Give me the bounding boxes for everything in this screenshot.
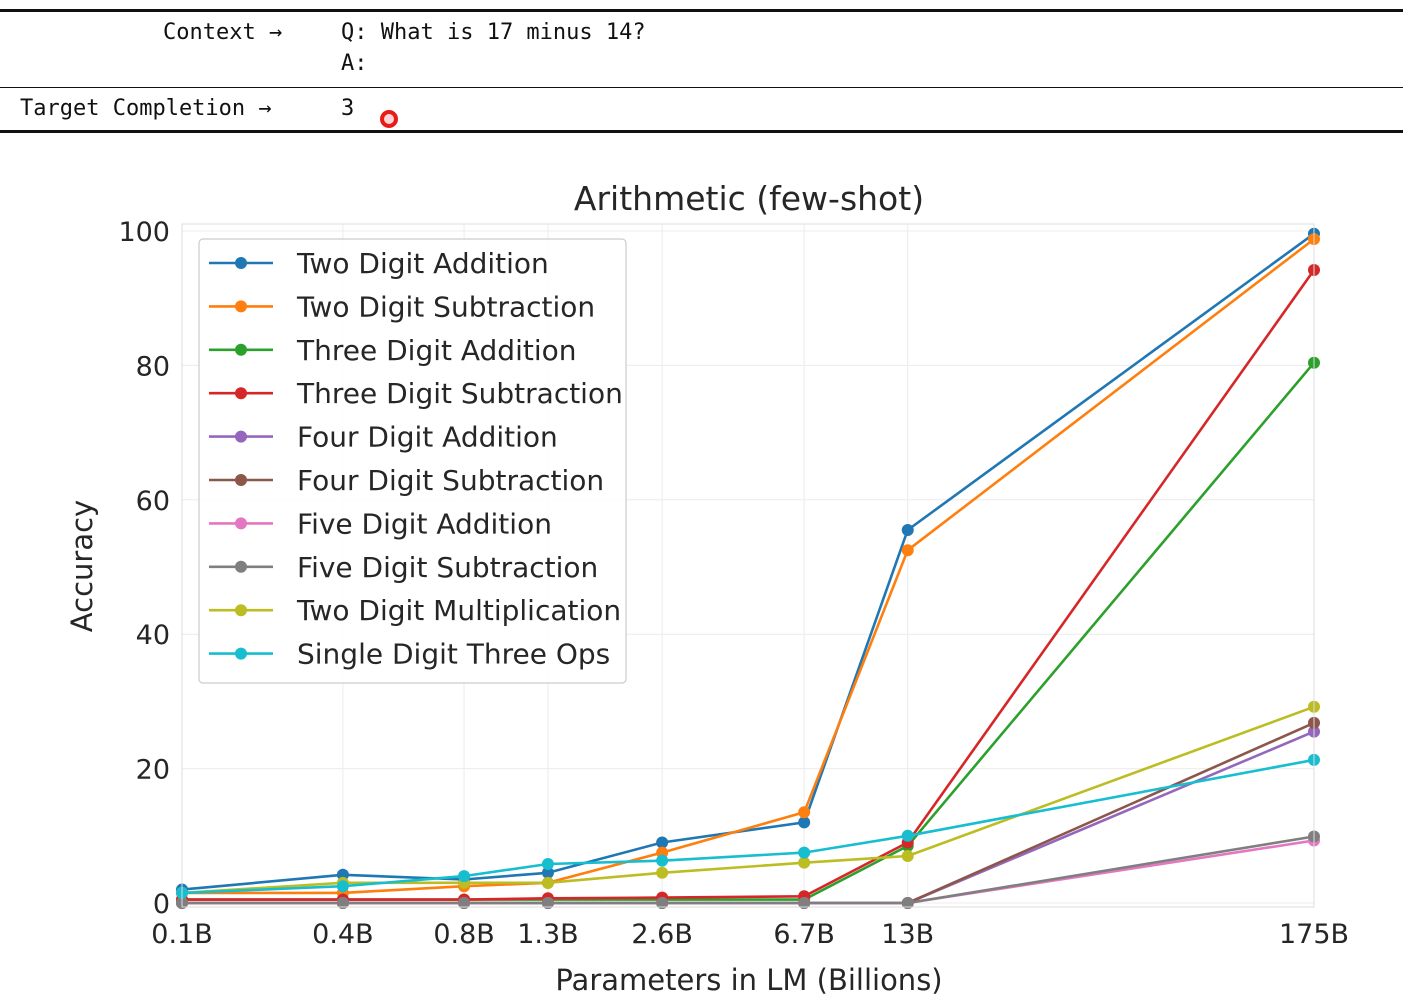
chart-series-lines bbox=[181, 232, 1316, 905]
series-line bbox=[181, 758, 1315, 895]
legend-swatch-marker bbox=[235, 430, 247, 443]
data-point bbox=[798, 856, 811, 869]
x-tick-label: 0.4B bbox=[312, 919, 373, 950]
series-line bbox=[181, 705, 1315, 895]
data-point bbox=[901, 829, 914, 842]
context-answer-prompt: A: bbox=[341, 51, 368, 76]
x-tick-label: 6.7B bbox=[773, 919, 834, 950]
series-line bbox=[182, 835, 1315, 905]
arithmetic-chart: 0 20 40 60 80 100 0.1B 0.4B 0.8B 1.3B 2.6B 6.7B 13B… bbox=[65, 179, 1349, 997]
legend-entry-label: Three Digit Addition bbox=[296, 334, 577, 367]
cursor-marker-icon bbox=[380, 110, 398, 128]
y-tick-label: 0 bbox=[153, 889, 170, 920]
data-point bbox=[458, 897, 471, 909]
data-point bbox=[901, 849, 914, 862]
legend-entry-label: Five Digit Subtraction bbox=[297, 551, 598, 584]
x-tick-label: 0.1B bbox=[151, 919, 212, 950]
data-point bbox=[458, 870, 471, 883]
legend-swatch-marker bbox=[235, 560, 247, 573]
y-tick-label: 100 bbox=[118, 217, 170, 248]
data-point bbox=[656, 854, 669, 867]
y-tick-label: 20 bbox=[136, 755, 170, 786]
chart-x-ticks: 0.1B 0.4B 0.8B 1.3B 2.6B 6.7B 13B 175B bbox=[151, 919, 1349, 950]
legend-swatch-marker bbox=[235, 517, 247, 530]
x-tick-label: 175B bbox=[1279, 919, 1349, 950]
data-point bbox=[798, 806, 811, 819]
series-line bbox=[181, 232, 1315, 891]
y-axis-label: Accuracy bbox=[65, 500, 99, 632]
chart-series-points bbox=[176, 227, 1320, 909]
plot-frame bbox=[181, 223, 1315, 908]
legend-swatch-marker bbox=[235, 257, 247, 269]
target-completion-value: 3 bbox=[341, 96, 355, 121]
y-tick-label: 80 bbox=[136, 351, 170, 382]
legend-entry-label: Five Digit Addition bbox=[297, 507, 552, 540]
data-point bbox=[901, 544, 914, 557]
legend-entry-label: Two Digit Subtraction bbox=[296, 290, 595, 323]
chart-legend: Two Digit Addition Two Digit Subtraction T… bbox=[198, 238, 627, 684]
legend-swatch-marker bbox=[235, 474, 247, 486]
table-top-rule bbox=[0, 9, 1403, 12]
x-tick-label: 1.3B bbox=[517, 919, 578, 950]
data-point bbox=[798, 897, 811, 909]
data-point bbox=[336, 880, 349, 893]
data-point bbox=[901, 897, 914, 909]
x-axis-label: Parameters in LM (Billions) bbox=[555, 963, 942, 997]
legend-entry-label: Two Digit Multiplication bbox=[296, 594, 621, 627]
series-line bbox=[182, 238, 1315, 895]
context-question: Q: What is 17 minus 14? bbox=[341, 20, 646, 45]
chart-title: Arithmetic (few-shot) bbox=[574, 179, 924, 218]
context-label: Context → bbox=[163, 20, 283, 45]
legend-entry-label: Four Digit Addition bbox=[297, 421, 558, 454]
series-line bbox=[182, 730, 1315, 905]
legend-swatch-marker bbox=[235, 647, 247, 660]
legend-entry-label: Four Digit Subtraction bbox=[297, 464, 604, 497]
data-point bbox=[656, 836, 669, 849]
data-point bbox=[656, 897, 669, 909]
x-tick-label: 2.6B bbox=[631, 919, 692, 950]
data-point bbox=[798, 846, 811, 859]
data-point bbox=[798, 816, 811, 829]
y-tick-label: 60 bbox=[136, 486, 170, 517]
data-point bbox=[541, 858, 554, 871]
table-bottom-rule bbox=[0, 130, 1403, 133]
legend-entry-label: Single Digit Three Ops bbox=[297, 638, 610, 671]
series-line bbox=[182, 269, 1316, 901]
legend-swatch-marker bbox=[235, 604, 247, 617]
data-point bbox=[901, 524, 914, 537]
legend-entry-label: Three Digit Subtraction bbox=[296, 377, 623, 410]
legend-box bbox=[198, 238, 627, 684]
data-point bbox=[541, 866, 554, 879]
y-tick-label: 40 bbox=[136, 620, 170, 651]
legend-swatch-marker bbox=[235, 387, 247, 400]
data-point bbox=[541, 897, 554, 909]
table-middle-rule bbox=[0, 87, 1403, 88]
chart-y-ticks: 0 20 40 60 80 100 bbox=[118, 217, 170, 920]
data-point bbox=[336, 897, 349, 909]
legend-swatch-marker bbox=[235, 300, 247, 313]
data-point bbox=[541, 876, 554, 889]
target-completion-label: Target Completion → bbox=[20, 96, 272, 121]
data-point bbox=[656, 866, 669, 879]
x-tick-label: 0.8B bbox=[433, 919, 494, 950]
legend-entry-label: Two Digit Addition bbox=[296, 247, 549, 280]
x-tick-label: 13B bbox=[881, 919, 934, 950]
legend-swatch-marker bbox=[235, 343, 247, 356]
